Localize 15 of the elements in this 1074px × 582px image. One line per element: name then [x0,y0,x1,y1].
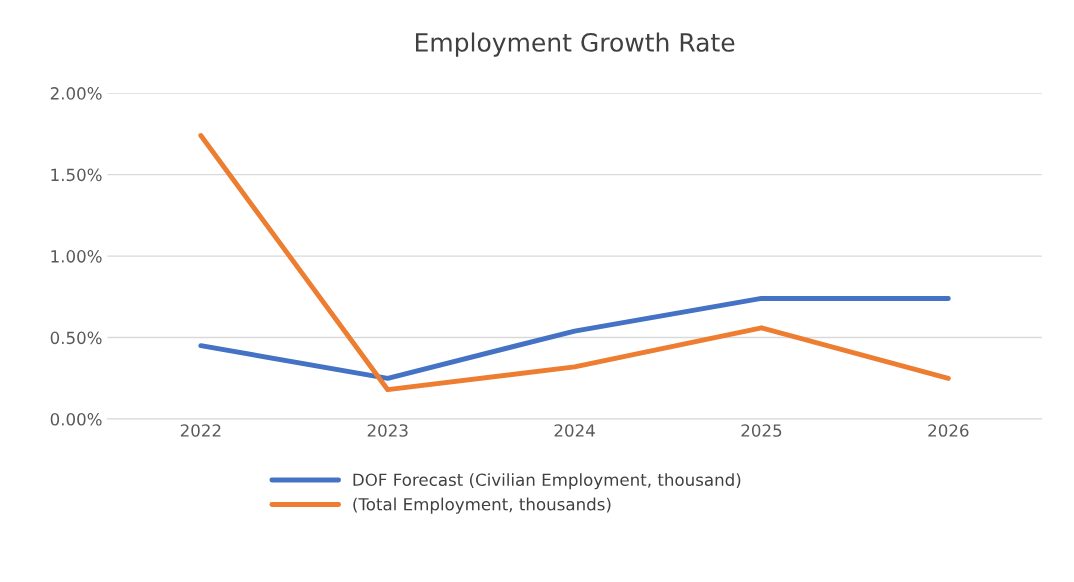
chart-title: Employment Growth Rate [415,32,735,57]
line-series [198,133,951,393]
legend-label: (Total Employment, thousands) [353,497,611,514]
y-tick-label: 1.00% [51,250,102,263]
x-tick-label: 2022 [180,424,221,437]
x-tick-label: 2026 [928,424,969,437]
line-series [198,296,951,381]
y-tick-label: 2.00% [50,87,102,100]
y-tick-label: 1.50% [51,168,102,182]
x-tick-label: 2024 [554,424,595,437]
legend-label: DOF Forecast (Civilian Employment, thousand) [353,473,741,490]
y-tick-label: 0.00% [50,413,102,426]
y-tick-label: 0.50% [50,331,102,345]
x-tick-label: 2025 [741,424,782,437]
x-tick-label: 2023 [367,424,408,437]
